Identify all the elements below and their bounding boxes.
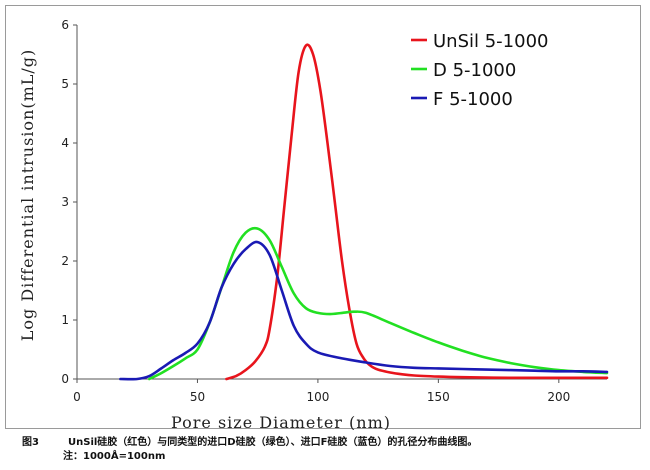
y-tick-label: 2 — [61, 254, 69, 268]
x-tick-label: 200 — [547, 390, 570, 404]
caption-text: UnSil硅胶（红色）与同类型的进口D硅胶（绿色）、进口F硅胶（蓝色）的孔径分布… — [68, 437, 478, 448]
caption-label: 图3 — [22, 437, 39, 448]
legend-label: F 5-1000 — [433, 89, 513, 110]
legend: UnSil 5-1000 D 5-1000 F 5-1000 — [411, 31, 549, 110]
y-tick-label: 5 — [61, 77, 69, 91]
chart: 0 1 2 3 4 5 6 0 50 100 150 200 UnSil 5-1000 D 5-1000… — [18, 18, 609, 430]
legend-label: UnSil 5-1000 — [433, 31, 549, 52]
y-tick-label: 0 — [61, 372, 69, 386]
y-tick-label: 4 — [61, 136, 69, 150]
series-line-d-5-1000 — [148, 226, 609, 381]
caption-note: 注：1000Å=100nm — [63, 451, 166, 462]
y-tick-label: 1 — [61, 313, 69, 327]
legend-label: D 5-1000 — [433, 60, 516, 81]
x-tick-label: 150 — [427, 390, 450, 404]
series-line-unsil-5-1000 — [225, 43, 609, 381]
chart-frame: 0 1 2 3 4 5 6 0 50 100 150 200 UnSil 5-1000 D 5-1000… — [5, 5, 641, 430]
x-tick-label: 50 — [190, 390, 205, 404]
y-tick-label: 6 — [61, 18, 69, 32]
x-tick-label: 100 — [306, 390, 329, 404]
y-axis-label: Log Differential intrusion(mL/g) — [18, 49, 37, 342]
caption-line: 图3 UnSil硅胶（红色）与同类型的进口D硅胶（绿色）、进口F硅胶（蓝色）的孔径… — [22, 436, 477, 450]
x-axis-label: Pore size Diameter (nm) — [171, 413, 391, 430]
series-line-f-5-1000 — [119, 240, 609, 381]
axes: 0 1 2 3 4 5 6 0 50 100 150 200 — [61, 18, 607, 404]
y-tick-label: 3 — [61, 195, 69, 209]
series-layer — [119, 43, 609, 381]
figure-caption: 图3 UnSil硅胶（红色）与同类型的进口D硅胶（绿色）、进口F硅胶（蓝色）的孔径… — [22, 436, 477, 464]
x-tick-label: 0 — [73, 390, 81, 404]
